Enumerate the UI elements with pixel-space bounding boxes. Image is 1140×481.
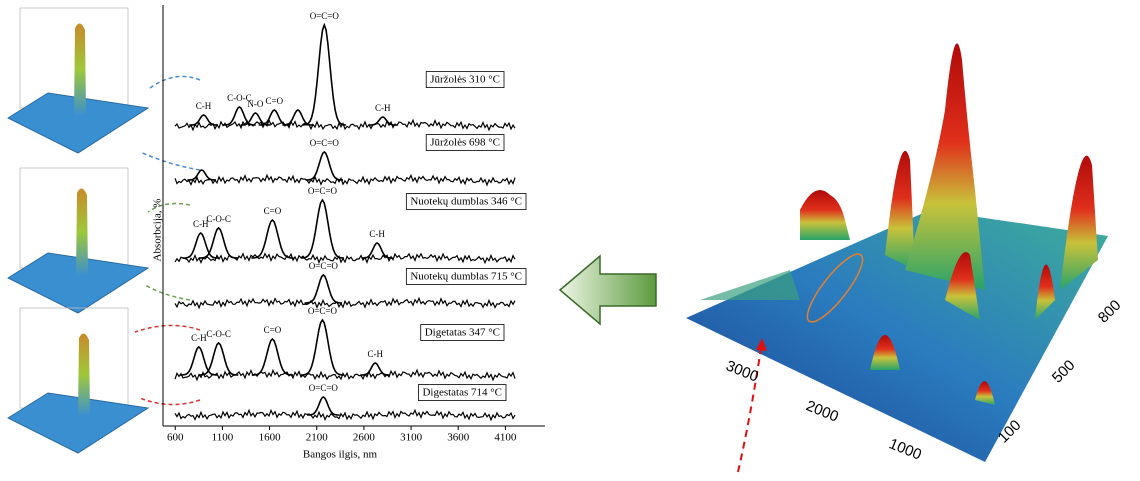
peak <box>368 116 397 126</box>
peak-label: C-O-C <box>227 93 252 103</box>
series-label: Digestatas 714 °C <box>422 387 502 399</box>
peak <box>361 242 393 259</box>
x-tick-label: 3600 <box>447 432 470 444</box>
y-axis-label: Absorbcija, % <box>152 199 164 262</box>
label-box <box>405 268 527 285</box>
baseline-noise <box>174 368 516 382</box>
baseline-noise <box>174 296 516 310</box>
peak-label: C-H <box>193 219 209 229</box>
series-label: Digetatas 347 °C <box>425 327 500 339</box>
connector <box>149 75 201 89</box>
arrow <box>558 254 657 326</box>
peak <box>360 362 391 376</box>
surface-3d <box>686 43 1108 462</box>
peak-label: C-H <box>191 333 207 343</box>
x-tick-label: 2100 <box>306 432 329 444</box>
peak <box>182 231 219 259</box>
connector <box>134 324 201 333</box>
peak <box>223 106 256 126</box>
surface-y-tick-label: 500 <box>1049 357 1079 387</box>
peak <box>189 114 218 126</box>
series-label: Jūržolės 310 °C <box>430 74 500 86</box>
thumb-floor <box>6 92 150 154</box>
peak <box>251 337 294 376</box>
surface-x-tick-label: 1000 <box>887 435 924 463</box>
peak <box>305 150 344 181</box>
peak-label: O=C=O <box>310 11 340 21</box>
thumb-peak <box>74 23 86 117</box>
peak-label: C-O-C <box>206 329 231 339</box>
peak-label: C-H <box>369 229 385 239</box>
peak-label: O=C=O <box>308 186 338 196</box>
x-tick-label: 600 <box>167 432 184 444</box>
label-box <box>420 324 505 341</box>
label-box <box>425 71 505 88</box>
peak-label: C=O <box>264 325 282 335</box>
series-label: Nuotekų dumblas 715 °C <box>410 271 522 283</box>
peak <box>304 273 343 304</box>
connector <box>144 284 191 301</box>
x-tick-label: 1600 <box>259 432 282 444</box>
thumb-floor <box>6 392 150 454</box>
label-box <box>425 134 505 151</box>
peak-label: C-H <box>367 349 383 359</box>
baseline-noise <box>174 173 516 187</box>
peak <box>282 109 314 126</box>
surface-x-tick-label: 3000 <box>724 357 761 385</box>
x-tick-label: 2600 <box>353 432 376 444</box>
thumb-frame <box>19 307 129 409</box>
baseline-noise <box>174 252 516 265</box>
x-tick-label: 1100 <box>212 432 234 444</box>
thumb-peak <box>78 333 90 416</box>
thumb-floor <box>6 252 150 314</box>
surface-y-tick-label: 800 <box>1095 297 1125 327</box>
connector <box>139 151 201 171</box>
peak-label: O=C=O <box>309 261 339 271</box>
peak <box>180 345 218 376</box>
peak-label: C=O <box>264 206 282 216</box>
peak <box>198 341 239 376</box>
peak-label: O=C=O <box>308 306 338 316</box>
peak <box>300 198 345 259</box>
thumb-frame <box>19 7 129 109</box>
series-label: Jūržolės 698 °C <box>430 137 500 149</box>
thumb-frame <box>19 167 129 269</box>
arrow <box>737 341 763 473</box>
connector <box>139 397 201 406</box>
series-label: Nuotekų dumblas 346 °C <box>410 196 522 208</box>
peak-label: N-O <box>247 99 263 109</box>
thumb-peak <box>76 188 88 276</box>
x-tick-label: 4100 <box>494 432 517 444</box>
peak-label: O=C=O <box>310 138 340 148</box>
peak <box>302 22 346 126</box>
connector <box>147 202 191 213</box>
peak-label: C-H <box>375 103 391 113</box>
label-box <box>405 193 527 210</box>
peak <box>199 226 238 259</box>
x-tick-label: 3100 <box>400 432 423 444</box>
peak-label: C-O-C <box>206 214 231 224</box>
peak <box>187 169 217 181</box>
peak <box>307 396 340 416</box>
label-box <box>418 384 507 401</box>
peak-label: C=O <box>266 96 284 106</box>
peak-label: C-H <box>196 101 212 111</box>
x-axis-label: Bangos ilgis, nm <box>303 449 378 461</box>
peak-label: O=C=O <box>309 383 339 393</box>
peak <box>251 218 294 259</box>
baseline-noise <box>174 118 516 132</box>
arrow-head <box>756 338 767 351</box>
baseline-noise <box>174 408 516 422</box>
peak <box>300 318 345 376</box>
surface-x-tick-label: 2000 <box>804 397 841 425</box>
thumbnails <box>6 7 201 454</box>
